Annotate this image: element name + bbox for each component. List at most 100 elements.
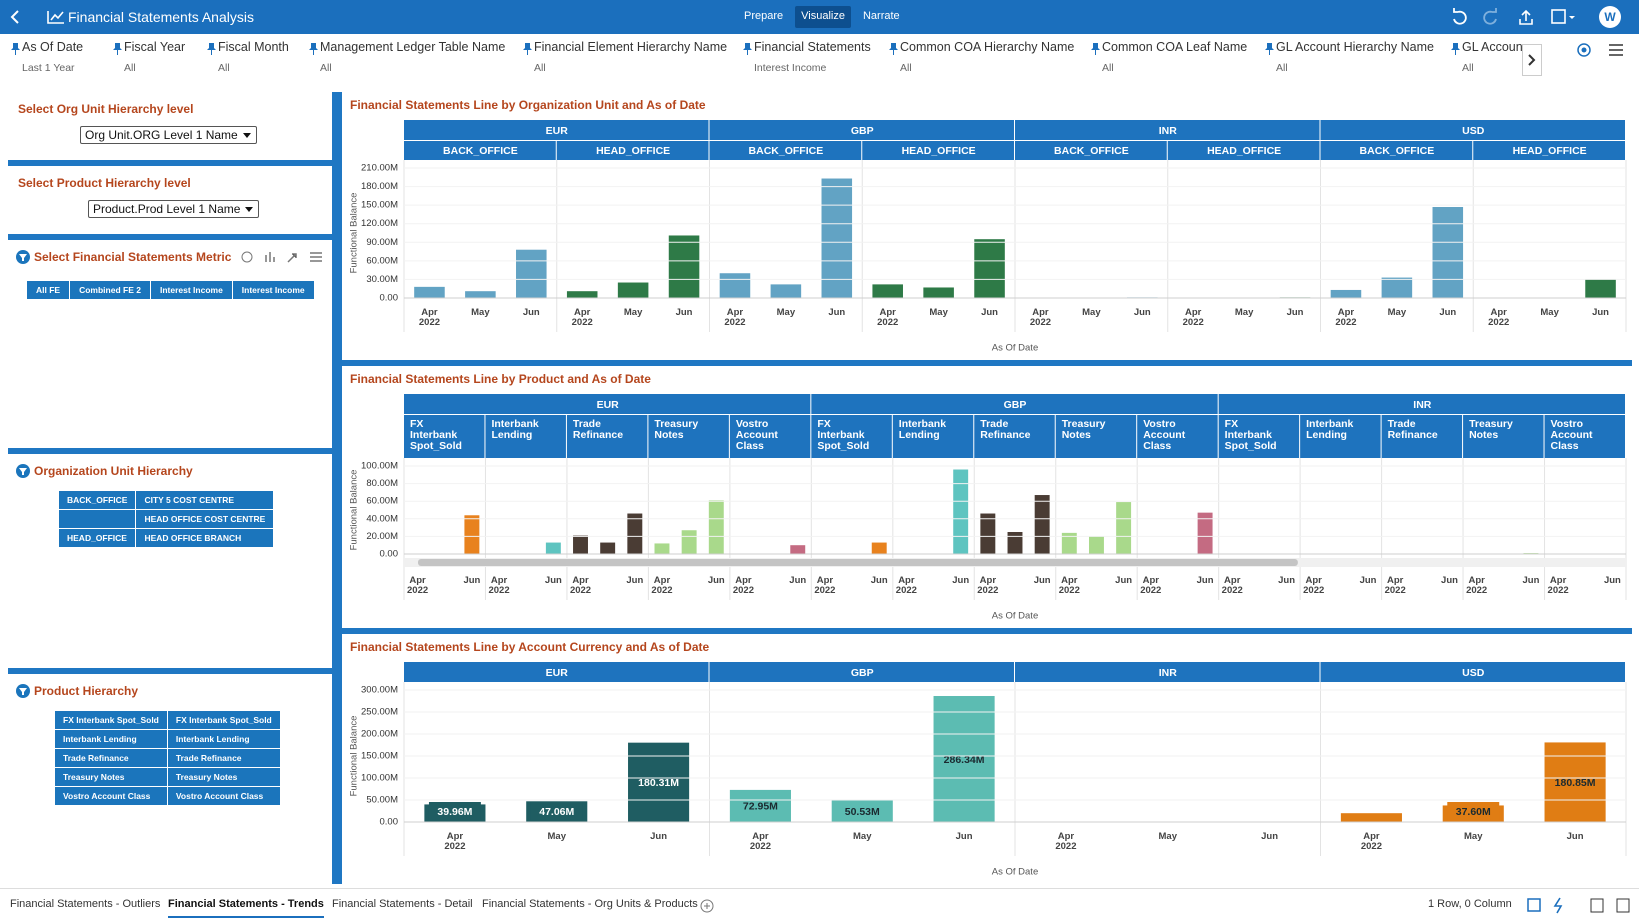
tab[interactable]: Financial Statements - Trends [168,898,324,918]
product-level-select[interactable]: Product.Prod Level 1 Name [88,200,260,218]
panel-icons[interactable] [240,250,326,264]
hierarchy-cell[interactable]: Trade Refinance [166,748,281,768]
hierarchy-row: Treasury Notes Treasury Notes [54,767,281,787]
toolbar-icons[interactable] [1450,7,1600,27]
pin-shape [11,43,20,55]
bar [790,545,806,554]
x-tick-label: Jun [871,575,888,586]
y-tick-label: 30.00M [366,274,398,285]
hierarchy-cell[interactable]: Vostro Account Class [166,786,281,806]
filter-value: All [218,62,230,74]
hierarchy-cell[interactable]: HEAD OFFICE BRANCH [135,528,275,548]
x-tick-label: Apr 2022 [977,575,998,596]
x-tick-label: Apr 2022 [896,575,917,596]
sub-label: Trade Refinance [980,418,1030,441]
x-tick-label: Jun [981,307,998,318]
nav-icons[interactable] [8,8,68,26]
chart-title: Financial Statements Line by Account Cur… [350,640,710,654]
x-tick-label: Apr 2022 [733,575,754,596]
metric-option[interactable]: All FE [25,280,71,300]
sub-label: Interbank Lending [899,418,946,441]
mode-button[interactable]: Prepare [744,10,784,22]
hierarchy-cell[interactable]: Trade Refinance [54,748,168,768]
pin-icon [1451,43,1460,55]
filter-name: Common COA Leaf Name [1102,40,1248,54]
user-avatar[interactable]: W [1598,5,1622,29]
metric-option[interactable]: Interest Income [231,280,315,300]
y-tick-label: 150.00M [361,751,398,762]
sub-header [1463,415,1544,458]
hierarchy-cell[interactable]: Treasury Notes [54,767,168,787]
add-tab[interactable] [700,899,714,913]
hierarchy-cell[interactable]: CITY 5 COST CENTRE [135,490,275,510]
sub-label: BACK_OFFICE [1054,145,1129,157]
chart-panel: Financial Statements Line by Organizatio… [342,92,1632,360]
metric-option[interactable]: Interest Income [149,280,233,300]
group-label: INR [1413,399,1432,411]
filter-value: All [1462,62,1474,74]
x-tick-label: Jun [1134,307,1151,318]
mode-button[interactable]: Narrate [862,10,900,22]
x-tick-label: May [1464,831,1483,842]
product-hierarchy-panel: Product Hierarchy FX Interbank Spot_Sold… [8,674,332,884]
y-tick-label: 40.00M [366,513,398,524]
x-tick-label: Apr 2022 [750,831,771,852]
hierarchy-cell[interactable]: Vostro Account Class [54,786,168,806]
label-box [428,802,481,820]
bar [980,513,996,554]
hierarchy-cell[interactable] [57,509,137,529]
hierarchy-cell[interactable]: BACK_OFFICE [57,490,137,510]
filter-value: Interest Income [754,62,827,74]
x-tick-label: Apr 2022 [1361,831,1382,852]
bar [1034,495,1050,554]
hierarchy-cell[interactable]: FX Interbank Spot_Sold [54,710,168,730]
filter-icons[interactable] [1575,42,1631,60]
metric-option[interactable]: Combined FE 2 [69,280,151,300]
hierarchy-row: Vostro Account Class Vostro Account Class [54,786,281,806]
y-tick-label: 50.00M [366,795,398,806]
bar [974,239,1005,298]
y-tick-label: 60.00M [366,496,398,507]
sub-header [974,415,1055,458]
filter-scroll[interactable] [1522,44,1542,76]
y-axis-title: Functional Balance [349,470,360,551]
pin-icon [1265,43,1274,55]
group-header [1015,662,1320,682]
value-label: 286.34M [944,754,985,766]
pin-icon [207,43,216,55]
mode-button[interactable]: Visualize [795,6,851,28]
hierarchy-cell[interactable]: HEAD_OFFICE [57,528,137,548]
hierarchy-cell[interactable]: Treasury Notes [166,767,281,787]
status-icons[interactable] [1525,895,1635,917]
sub-label: BACK_OFFICE [443,145,518,157]
sub-header [648,415,729,458]
bar [1197,512,1213,554]
pin-icon [11,43,20,55]
value-label: 39.96M [437,806,472,818]
tab[interactable]: Financial Statements - Detail [332,898,473,910]
hierarchy-cell[interactable]: HEAD OFFICE COST CENTRE [135,509,275,529]
sub-header [556,141,709,160]
tab[interactable]: Financial Statements - Org Units & Produ… [482,898,698,910]
tab[interactable]: Financial Statements - Outliers [10,898,161,910]
hierarchy-cell[interactable]: FX Interbank Spot_Sold [166,710,281,730]
filter-name: Financial Element Hierarchy Name [534,40,728,54]
org-level-select[interactable]: Org Unit.ORG Level 1 Name [80,126,257,144]
y-axis-title: Functional Balance [349,193,360,274]
bar [1340,813,1402,822]
sub-header [1015,141,1167,160]
hierarchy-cell[interactable]: Interbank Lending [166,729,281,749]
bar [1061,532,1077,554]
add-circle [700,899,714,913]
org-hierarchy-panel: Organization Unit Hierarchy BACK_OFFICE C… [8,454,332,668]
sub-label: BACK_OFFICE [749,145,824,157]
x-tick-label: Apr 2022 [488,575,509,596]
chart-title: Financial Statements Line by Organizatio… [350,98,706,112]
x-tick-label: Jun [1278,575,1295,586]
hierarchy-cell[interactable]: Interbank Lending [54,729,168,749]
y-tick-label: 60.00M [366,255,398,266]
scroll-thumb[interactable] [418,559,1298,566]
hierarchy-row: FX Interbank Spot_Sold FX Interbank Spot_… [54,710,281,730]
x-tick-label: Jun [956,831,973,842]
chart-panel: Financial Statements Line by Product and… [342,366,1632,628]
